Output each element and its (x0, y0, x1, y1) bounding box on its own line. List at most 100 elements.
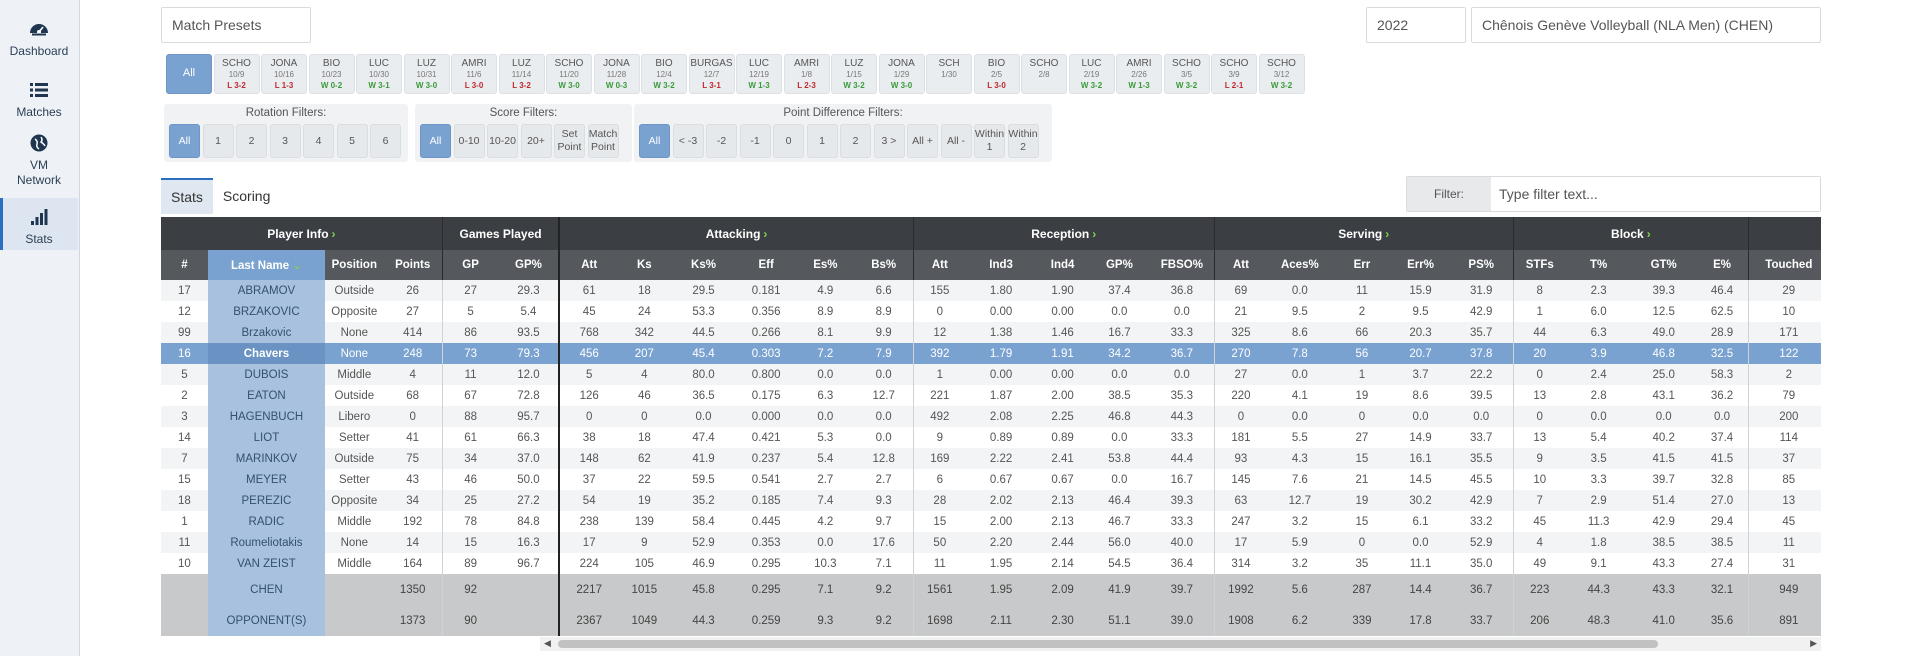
column-header[interactable]: Bs% (854, 250, 914, 280)
score-filter-option[interactable]: 0-10 (453, 124, 485, 158)
scroll-right-icon[interactable]: ▶ (1810, 638, 1817, 648)
column-header[interactable]: FBSO% (1149, 250, 1215, 280)
match-button[interactable]: JONA 11/28 W 0-3 (593, 54, 640, 94)
column-header[interactable]: Err (1332, 250, 1392, 280)
match-button[interactable]: JONA 10/16 L 1-3 (261, 54, 307, 94)
group-attacking[interactable]: Attacking › (558, 217, 914, 250)
match-button[interactable]: BIO 2/5 L 3-0 (973, 54, 1020, 94)
tab-stats[interactable]: Stats (161, 178, 213, 214)
column-header[interactable]: Es% (796, 250, 855, 280)
table-row[interactable]: 15 MEYER Setter 43 46 50.0 37 22 59.5 0.541 2.7 2.7… (161, 469, 1821, 490)
table-row[interactable]: 2 EATON Outside 68 67 72.8 126 46 36.5 0.175 6.3 12… (161, 385, 1821, 406)
match-presets-select[interactable]: Match Presets (161, 7, 311, 43)
table-row[interactable]: 18 PEREZIC Opposite 34 25 27.2 54 19 35.2 0.185 7.… (161, 490, 1821, 511)
match-button[interactable]: JONA 1/29 W 3-0 (878, 54, 925, 94)
match-button[interactable]: LUC 12/19 W 1-3 (736, 54, 782, 94)
column-header[interactable]: Att (912, 250, 966, 280)
column-header[interactable]: Points (383, 250, 443, 280)
column-header[interactable]: Ks (617, 250, 671, 280)
nav-matches[interactable]: Matches (0, 79, 78, 123)
table-row[interactable]: 99 Brzakovic None 414 86 93.5 768 342 44.5 0.266 8… (161, 322, 1821, 343)
group-player-info[interactable]: Player Info › (161, 217, 443, 250)
point-diff-filter-option[interactable]: All - (940, 124, 972, 158)
point-diff-filter-option[interactable]: 2 (840, 124, 871, 158)
group-block[interactable]: Block › (1512, 217, 1750, 250)
match-button[interactable]: BIO 10/23 W 0-2 (308, 54, 355, 94)
column-header[interactable]: STFs (1512, 250, 1566, 280)
group-reception[interactable]: Reception › (912, 217, 1215, 250)
column-header[interactable]: Last Name ⌄ (207, 250, 326, 280)
match-all-button[interactable]: All (166, 54, 212, 94)
year-select[interactable]: 2022 (1366, 7, 1466, 43)
column-header[interactable]: Position (325, 250, 384, 280)
match-button[interactable]: BURGAS 12/7 L 3-1 (688, 54, 735, 94)
match-button[interactable]: LUZ 10/31 W 3-0 (403, 54, 450, 94)
team-select[interactable]: Chênois Genève Volleyball (NLA Men) (CHE… (1471, 7, 1821, 43)
scroll-left-icon[interactable]: ◀ (544, 638, 551, 648)
point-diff-filter-option[interactable]: Within 1 (974, 124, 1005, 158)
match-button[interactable]: AMRI 11/6 L 3-0 (451, 54, 497, 94)
point-diff-filter-option[interactable]: 0 (773, 124, 804, 158)
match-button[interactable]: SCHO 2/8 (1021, 54, 1067, 94)
point-diff-filter-option[interactable]: -1 (739, 124, 771, 158)
rotation-filter-option[interactable]: 5 (336, 124, 368, 158)
score-filter-option[interactable]: Match Point (587, 124, 619, 158)
column-header[interactable]: Ks% (670, 250, 737, 280)
match-button[interactable]: LUZ 11/14 L 3-2 (498, 54, 545, 94)
rotation-filter-option[interactable]: 2 (236, 124, 267, 158)
filter-input[interactable] (1491, 177, 1820, 211)
table-row[interactable]: 14 LIOT Setter 41 61 66.3 38 18 47.4 0.421 5.3 0.0 9… (161, 427, 1821, 448)
match-button[interactable]: LUZ 1/15 W 3-2 (831, 54, 877, 94)
column-header[interactable]: Err% (1391, 250, 1450, 280)
column-header[interactable]: Att (558, 250, 618, 280)
rotation-filter-option[interactable]: All (169, 124, 200, 158)
table-row[interactable]: 11 Roumeliotakis None 14 15 16.3 17 9 52.9 0.353 0… (161, 532, 1821, 553)
point-diff-filter-option[interactable]: < -3 (672, 124, 704, 158)
column-header[interactable]: GP% (1088, 250, 1150, 280)
nav-vm-network[interactable]: VM Network (0, 132, 78, 192)
scrollbar-thumb[interactable] (558, 640, 1658, 648)
rotation-filter-option[interactable]: 1 (202, 124, 234, 158)
table-row[interactable]: 3 HAGENBUCH Libero 0 88 95.7 0 0 0.0 0.000 0.0 0.0 4… (161, 406, 1821, 427)
match-button[interactable]: AMRI 1/8 L 2-3 (783, 54, 830, 94)
tab-scoring[interactable]: Scoring (222, 188, 271, 204)
score-filter-option[interactable]: 10-20 (487, 124, 518, 158)
column-header[interactable]: Ind4 (1036, 250, 1089, 280)
column-header[interactable]: # (161, 250, 208, 280)
column-header[interactable]: GT% (1631, 250, 1696, 280)
match-button[interactable]: LUC 2/19 W 3-2 (1068, 54, 1115, 94)
column-header[interactable]: T% (1565, 250, 1632, 280)
point-diff-filter-option[interactable]: 3 > (873, 124, 905, 158)
table-row[interactable]: 12 BRZAKOVIC Opposite 27 5 5.4 45 24 53.3 0.356 8.… (161, 301, 1821, 322)
column-header[interactable]: E% (1695, 250, 1749, 280)
score-filter-option[interactable]: All (420, 124, 451, 158)
group-serving[interactable]: Serving › (1213, 217, 1514, 250)
match-button[interactable]: BIO 12/4 W 3-2 (641, 54, 687, 94)
point-diff-filter-option[interactable]: 1 (806, 124, 838, 158)
point-diff-filter-option[interactable]: Within 2 (1007, 124, 1039, 158)
match-button[interactable]: LUC 10/30 W 3-1 (356, 54, 402, 94)
rotation-filter-option[interactable]: 6 (370, 124, 401, 158)
table-row[interactable]: 17 ABRAMOV Outside 26 27 29.3 61 18 29.5 0.181 4.9… (161, 280, 1821, 301)
table-row[interactable]: 1 RADIC Middle 192 78 84.8 238 139 58.4 0.445 4.2 9… (161, 511, 1821, 532)
table-row[interactable]: 10 VAN ZEIST Middle 164 89 96.7 224 105 46.9 0.29… (161, 553, 1821, 574)
point-diff-filter-option[interactable]: -2 (706, 124, 737, 158)
score-filter-option[interactable]: Set Point (554, 124, 585, 158)
column-header[interactable]: Aces% (1267, 250, 1333, 280)
rotation-filter-option[interactable]: 3 (269, 124, 301, 158)
match-button[interactable]: AMRI 2/26 W 1-3 (1116, 54, 1162, 94)
point-diff-filter-option[interactable]: All (639, 124, 670, 158)
column-header[interactable]: Touched (1748, 250, 1821, 280)
column-header[interactable]: Ind3 (965, 250, 1037, 280)
match-button[interactable]: SCHO 3/9 L 2-1 (1211, 54, 1257, 94)
column-header[interactable]: Att (1213, 250, 1268, 280)
column-header[interactable]: Eff (736, 250, 797, 280)
table-row[interactable]: 16 Chavers None 248 73 79.3 456 207 45.4 0.303 7.2… (161, 343, 1821, 364)
nav-dashboard[interactable]: Dashboard (0, 18, 78, 62)
match-button[interactable]: SCHO 11/20 W 3-0 (546, 54, 592, 94)
match-button[interactable]: SCHO 10/9 L 3-2 (213, 54, 260, 94)
column-header[interactable]: GP% (498, 250, 560, 280)
table-row[interactable]: 5 DUBOIS Middle 4 11 12.0 5 4 80.0 0.800 0.0 0.0 1 0.… (161, 364, 1821, 385)
column-header[interactable]: GP (441, 250, 499, 280)
rotation-filter-option[interactable]: 4 (303, 124, 334, 158)
